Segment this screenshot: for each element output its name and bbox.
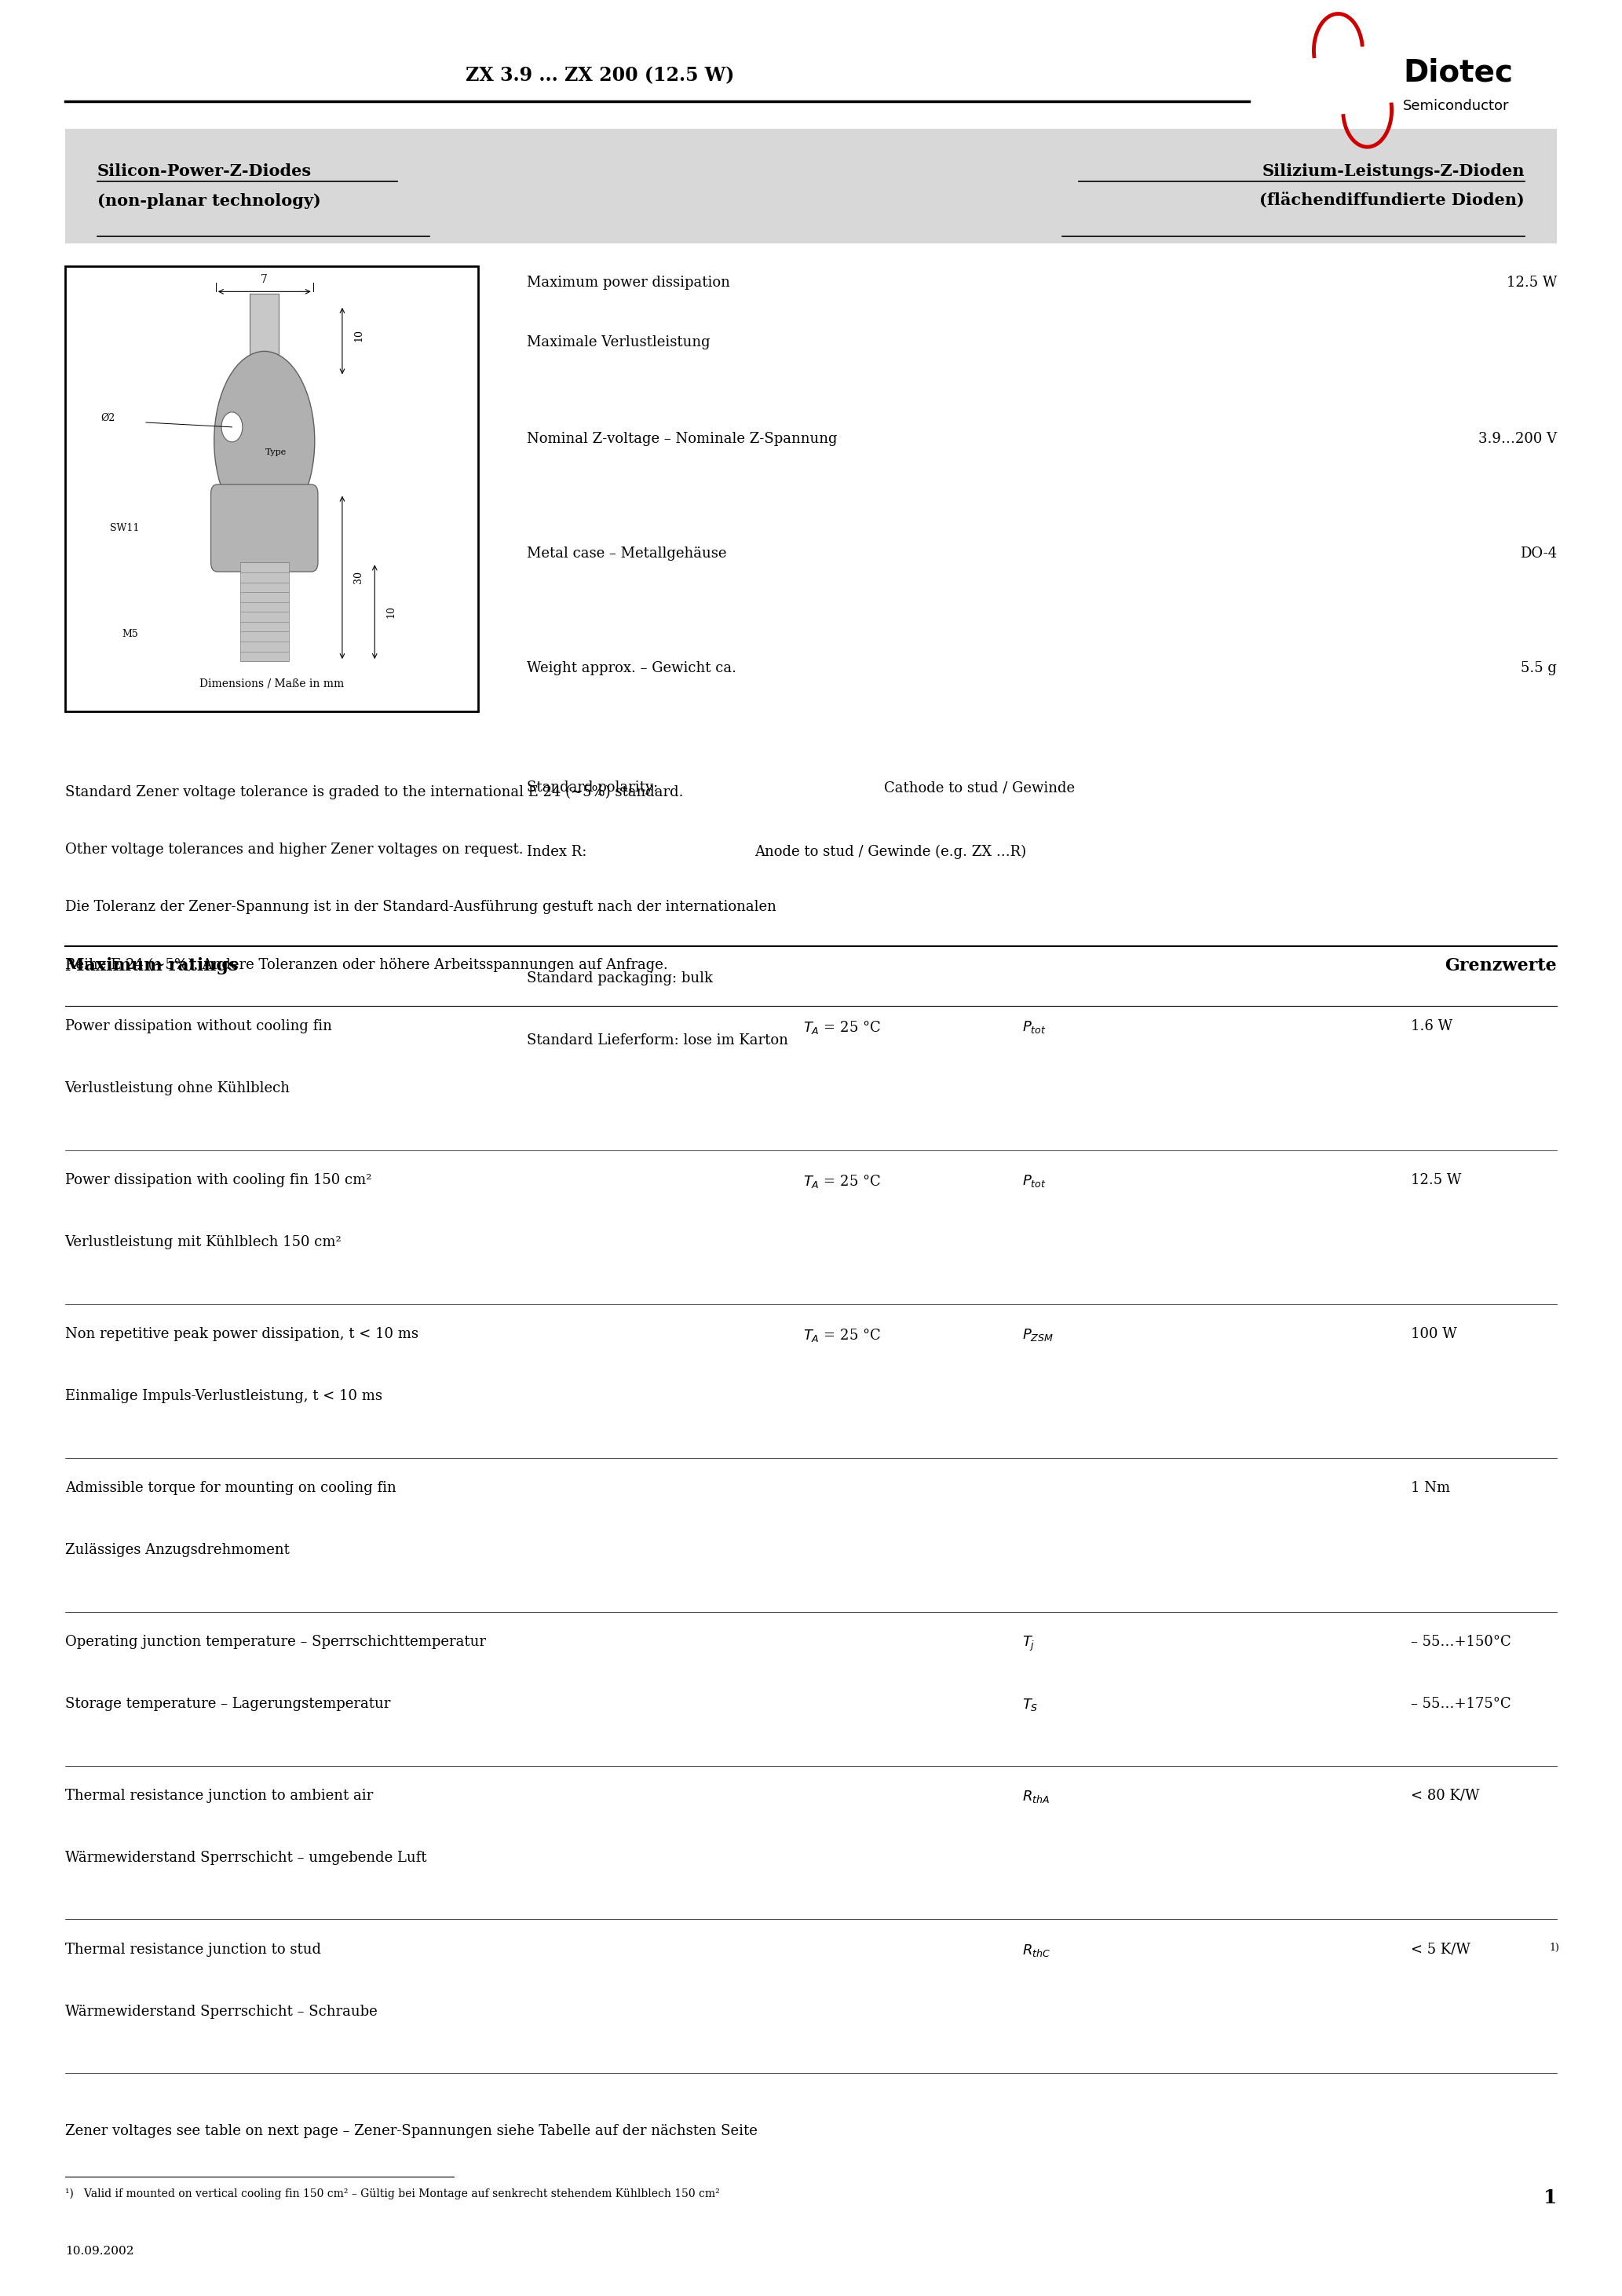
- Text: Type: Type: [264, 448, 287, 457]
- Text: (non-planar technology): (non-planar technology): [97, 193, 321, 209]
- Text: Standard Zener voltage tolerance is graded to the international E 24 (~5%) stand: Standard Zener voltage tolerance is grad…: [65, 785, 683, 799]
- Text: 30: 30: [354, 572, 363, 583]
- Text: Zener voltages see table on next page – Zener-Spannungen siehe Tabelle auf der n: Zener voltages see table on next page – …: [65, 2124, 757, 2138]
- Text: 1: 1: [1544, 2188, 1557, 2206]
- Text: $R_{thA}$: $R_{thA}$: [1022, 1789, 1049, 1805]
- Text: Cathode to stud / Gewinde: Cathode to stud / Gewinde: [884, 781, 1075, 794]
- Text: Wärmewiderstand Sperrschicht – Schraube: Wärmewiderstand Sperrschicht – Schraube: [65, 2004, 378, 2018]
- Text: Silizium-Leistungs-Z-Dioden: Silizium-Leistungs-Z-Dioden: [1262, 163, 1525, 179]
- Text: < 80 K/W: < 80 K/W: [1411, 1789, 1479, 1802]
- Ellipse shape: [214, 351, 315, 530]
- Text: DO-4: DO-4: [1520, 546, 1557, 560]
- Text: Wärmewiderstand Sperrschicht – umgebende Luft: Wärmewiderstand Sperrschicht – umgebende…: [65, 1851, 427, 1864]
- Text: $P_{tot}$: $P_{tot}$: [1022, 1173, 1046, 1189]
- Text: 1.6 W: 1.6 W: [1411, 1019, 1453, 1033]
- Text: 3.9…200 V: 3.9…200 V: [1479, 432, 1557, 445]
- Text: Thermal resistance junction to stud: Thermal resistance junction to stud: [65, 1942, 321, 1956]
- Text: Grenzwerte: Grenzwerte: [1445, 957, 1557, 976]
- Text: Power dissipation without cooling fin: Power dissipation without cooling fin: [65, 1019, 333, 1033]
- Text: Nominal Z-voltage – Nominale Z-Spannung: Nominal Z-voltage – Nominale Z-Spannung: [527, 432, 837, 445]
- Text: Metal case – Metallgehäuse: Metal case – Metallgehäuse: [527, 546, 727, 560]
- Text: 7: 7: [261, 273, 268, 285]
- Ellipse shape: [222, 413, 243, 441]
- Text: 5.5 g: 5.5 g: [1521, 661, 1557, 675]
- Text: Standard packaging: bulk: Standard packaging: bulk: [527, 971, 714, 985]
- Text: SW11: SW11: [110, 523, 139, 533]
- FancyBboxPatch shape: [211, 484, 318, 572]
- Text: 10: 10: [386, 606, 396, 618]
- Text: $T_A$ = 25 °C: $T_A$ = 25 °C: [803, 1173, 881, 1189]
- Text: Ø2: Ø2: [101, 413, 115, 422]
- Text: Thermal resistance junction to ambient air: Thermal resistance junction to ambient a…: [65, 1789, 373, 1802]
- Text: 12.5 W: 12.5 W: [1507, 276, 1557, 289]
- FancyBboxPatch shape: [65, 266, 478, 712]
- Text: Standard Lieferform: lose im Karton: Standard Lieferform: lose im Karton: [527, 1033, 788, 1047]
- Text: ¹)   Valid if mounted on vertical cooling fin 150 cm² – Gültig bei Montage auf s: ¹) Valid if mounted on vertical cooling …: [65, 2188, 720, 2200]
- FancyBboxPatch shape: [240, 563, 289, 661]
- Text: Other voltage tolerances and higher Zener voltages on request.: Other voltage tolerances and higher Zene…: [65, 843, 522, 856]
- Text: Anode to stud / Gewinde (e.g. ZX ...R): Anode to stud / Gewinde (e.g. ZX ...R): [754, 845, 1027, 859]
- Text: Reihe E 24 (~5%). Andere Toleranzen oder höhere Arbeitsspannungen auf Anfrage.: Reihe E 24 (~5%). Andere Toleranzen oder…: [65, 957, 668, 971]
- Text: $T_A$ = 25 °C: $T_A$ = 25 °C: [803, 1327, 881, 1343]
- Text: Maximum power dissipation: Maximum power dissipation: [527, 276, 730, 289]
- Text: $P_{tot}$: $P_{tot}$: [1022, 1019, 1046, 1035]
- Text: 10.09.2002: 10.09.2002: [65, 2245, 133, 2257]
- Text: – 55…+150°C: – 55…+150°C: [1411, 1635, 1512, 1649]
- Text: 12.5 W: 12.5 W: [1411, 1173, 1461, 1187]
- Text: Maximum ratings: Maximum ratings: [65, 957, 238, 976]
- Text: M5: M5: [122, 629, 138, 638]
- FancyBboxPatch shape: [65, 129, 1557, 243]
- Text: Index R:: Index R:: [527, 845, 587, 859]
- Text: 10: 10: [354, 328, 363, 342]
- Text: Einmalige Impuls-Verlustleistung, t < 10 ms: Einmalige Impuls-Verlustleistung, t < 10…: [65, 1389, 383, 1403]
- Text: $R_{thC}$: $R_{thC}$: [1022, 1942, 1051, 1958]
- Text: < 5 K/W: < 5 K/W: [1411, 1942, 1471, 1956]
- Text: Storage temperature – Lagerungstemperatur: Storage temperature – Lagerungstemperatu…: [65, 1697, 391, 1711]
- Text: $T_A$ = 25 °C: $T_A$ = 25 °C: [803, 1019, 881, 1035]
- Text: 100 W: 100 W: [1411, 1327, 1457, 1341]
- Text: Standard polarity:: Standard polarity:: [527, 781, 659, 794]
- Text: Verlustleistung ohne Kühlblech: Verlustleistung ohne Kühlblech: [65, 1081, 290, 1095]
- Text: Semiconductor: Semiconductor: [1403, 99, 1510, 113]
- Text: 1 Nm: 1 Nm: [1411, 1481, 1450, 1495]
- Text: Zulässiges Anzugsdrehmoment: Zulässiges Anzugsdrehmoment: [65, 1543, 289, 1557]
- Text: $P_{ZSM}$: $P_{ZSM}$: [1022, 1327, 1053, 1343]
- Text: Admissible torque for mounting on cooling fin: Admissible torque for mounting on coolin…: [65, 1481, 396, 1495]
- Text: Dimensions / Maße in mm: Dimensions / Maße in mm: [200, 677, 344, 689]
- Text: $T_S$: $T_S$: [1022, 1697, 1038, 1713]
- Text: Die Toleranz der Zener-Spannung ist in der Standard-Ausführung gestuft nach der : Die Toleranz der Zener-Spannung ist in d…: [65, 900, 775, 914]
- FancyBboxPatch shape: [250, 294, 279, 377]
- Text: Silicon-Power-Z-Diodes: Silicon-Power-Z-Diodes: [97, 163, 311, 179]
- Text: Non repetitive peak power dissipation, t < 10 ms: Non repetitive peak power dissipation, t…: [65, 1327, 418, 1341]
- Text: 1): 1): [1549, 1942, 1559, 1952]
- Text: Diotec: Diotec: [1403, 57, 1513, 87]
- Text: Weight approx. – Gewicht ca.: Weight approx. – Gewicht ca.: [527, 661, 736, 675]
- Text: Maximale Verlustleistung: Maximale Verlustleistung: [527, 335, 710, 349]
- Text: ZX 3.9 ... ZX 200 (12.5 W): ZX 3.9 ... ZX 200 (12.5 W): [466, 67, 735, 85]
- Text: (flächendiffundierte Dioden): (flächendiffundierte Dioden): [1260, 193, 1525, 209]
- Text: Power dissipation with cooling fin 150 cm²: Power dissipation with cooling fin 150 c…: [65, 1173, 371, 1187]
- Text: Operating junction temperature – Sperrschichttemperatur: Operating junction temperature – Sperrsc…: [65, 1635, 485, 1649]
- Text: – 55…+175°C: – 55…+175°C: [1411, 1697, 1512, 1711]
- Text: Verlustleistung mit Kühlblech 150 cm²: Verlustleistung mit Kühlblech 150 cm²: [65, 1235, 342, 1249]
- Text: $T_j$: $T_j$: [1022, 1635, 1035, 1653]
